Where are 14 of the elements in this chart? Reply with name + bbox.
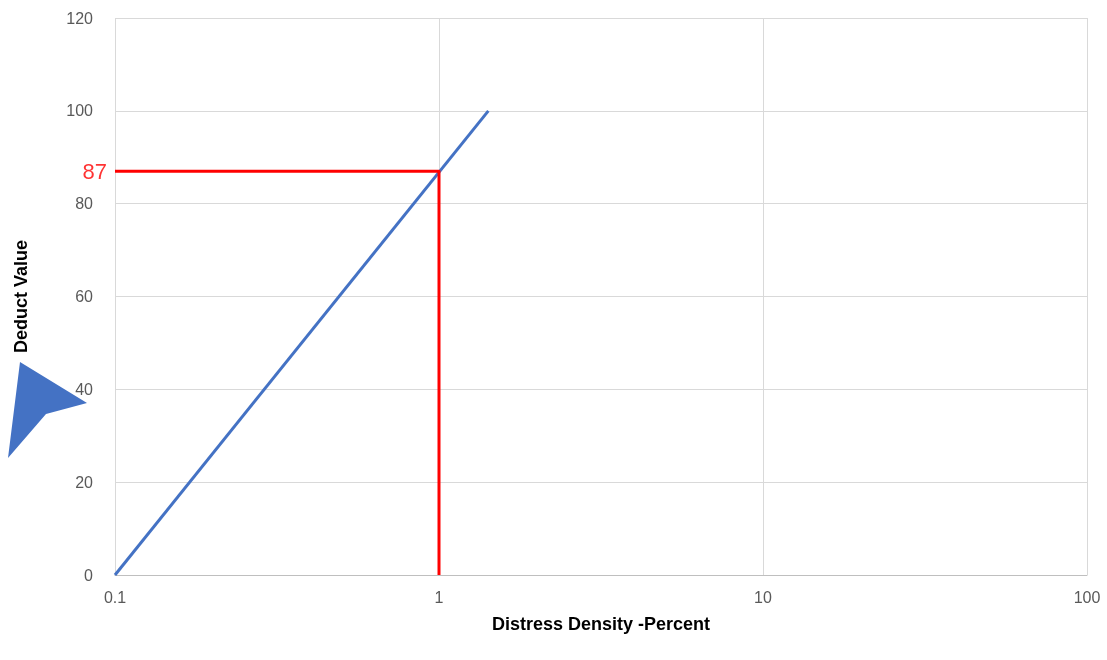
y-tick-label: 80 bbox=[75, 195, 94, 213]
y-tick-label: 40 bbox=[75, 380, 94, 398]
y-tick-label: 60 bbox=[75, 288, 94, 305]
y-tick-label: 100 bbox=[66, 102, 94, 120]
x-tick-label: 0.1 bbox=[103, 588, 127, 606]
x-tick-label: 10 bbox=[754, 588, 772, 606]
y-tick-label: 20 bbox=[75, 473, 94, 491]
x-tick-label: 1 bbox=[434, 588, 444, 606]
y-tick-label: 0 bbox=[84, 566, 94, 584]
x-tick-label: 100 bbox=[1073, 588, 1101, 606]
y-axis-title: Deduct Value bbox=[11, 239, 31, 354]
x-axis-title: Distress Density -Percent bbox=[491, 614, 711, 634]
annotation: 87 bbox=[82, 158, 107, 184]
y-tick-label: 120 bbox=[66, 9, 94, 27]
